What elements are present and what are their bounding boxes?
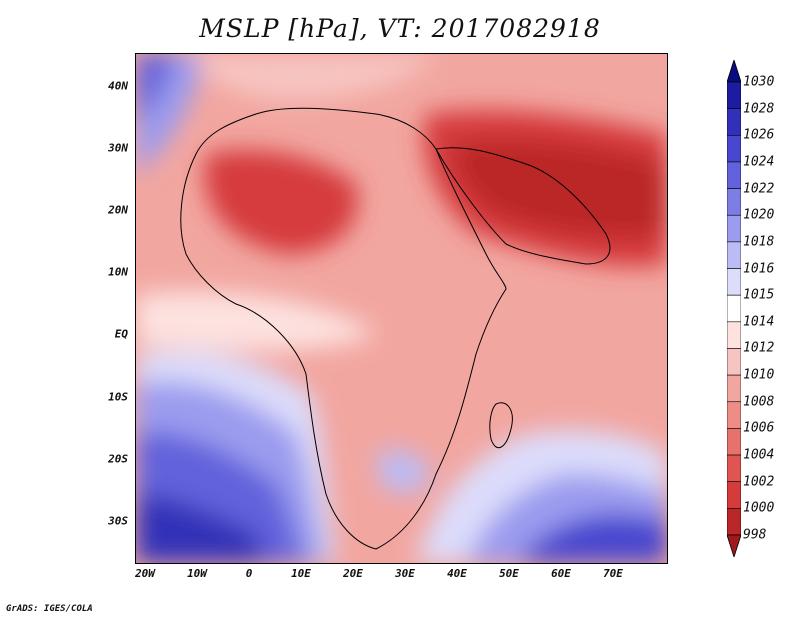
lon-label-20w: 20W [135, 567, 155, 580]
lat-label-10n: 10N [108, 265, 128, 279]
lat-label-10s: 10S [108, 390, 128, 404]
coastlines [180, 107, 611, 550]
colorbar-bottom-arrow [727, 534, 741, 557]
pressure-shading [136, 54, 667, 563]
colorbar-segment [727, 428, 741, 456]
colorbar [727, 60, 741, 557]
colorbar-label: 1006 [743, 420, 775, 436]
colorbar-label: 1030 [743, 74, 775, 90]
colorbar-label: 1002 [743, 474, 775, 490]
lon-label-40e: 40E [447, 567, 467, 580]
colorbar-segment [727, 508, 741, 536]
colorbar-label: 1010 [743, 367, 775, 383]
lon-label-10e: 10E [291, 567, 311, 580]
lat-label-30s: 30S [108, 514, 128, 528]
lon-label-0: 0 [245, 567, 253, 580]
colorbar-segment [727, 454, 741, 483]
colorbar-label: 1018 [743, 234, 775, 250]
colorbar-label: 1000 [743, 500, 775, 516]
credit-text: GrADS: IGES/COLA [6, 604, 93, 614]
lat-label-eq: EQ [114, 327, 128, 341]
lat-label-40n: 40N [108, 79, 128, 93]
lon-label-70e: 70E [603, 567, 623, 580]
colorbar-top-arrow [727, 60, 741, 83]
colorbar-label: 1004 [743, 447, 775, 463]
colorbar-segment [727, 374, 741, 403]
colorbar-segment [727, 214, 741, 243]
colorbar-label: 1014 [743, 314, 775, 330]
colorbar-segment [727, 348, 741, 376]
colorbar-segment [727, 134, 741, 163]
lat-label-20n: 20N [108, 203, 128, 217]
colorbar-segment [727, 188, 741, 216]
lon-label-30e: 30E [395, 567, 415, 580]
lat-label-30n: 30N [108, 141, 128, 155]
colorbar-label: 1028 [743, 101, 775, 117]
colorbar-segment [727, 241, 741, 269]
lat-label-20s: 20S [108, 452, 128, 466]
colorbar-label: 1012 [743, 340, 775, 356]
colorbar-segment [727, 268, 741, 296]
colorbar-segment [727, 108, 741, 136]
colorbar-label: 1015 [743, 287, 775, 303]
colorbar-label: 1016 [743, 261, 775, 277]
colorbar-segment [727, 321, 741, 349]
pressure-map [135, 53, 668, 564]
pressure-field [136, 54, 667, 563]
lon-label-10w: 10W [187, 567, 207, 580]
lon-label-50e: 50E [499, 567, 519, 580]
lon-label-20e: 20E [343, 567, 363, 580]
colorbar-label: 1026 [743, 127, 775, 143]
colorbar-segment [727, 81, 741, 109]
lon-label-60e: 60E [551, 567, 571, 580]
colorbar-label: 1022 [743, 181, 775, 197]
colorbar-segment [727, 294, 741, 323]
colorbar-segment [727, 401, 741, 429]
chart-title: MSLP [hPa], VT: 2017082918 [199, 14, 601, 43]
colorbar-label: 1008 [743, 394, 775, 410]
colorbar-segment [727, 161, 741, 189]
colorbar-label: 998 [743, 527, 767, 543]
colorbar-label: 1024 [743, 154, 775, 170]
colorbar-label: 1020 [743, 207, 775, 223]
colorbar-segment [727, 481, 741, 509]
